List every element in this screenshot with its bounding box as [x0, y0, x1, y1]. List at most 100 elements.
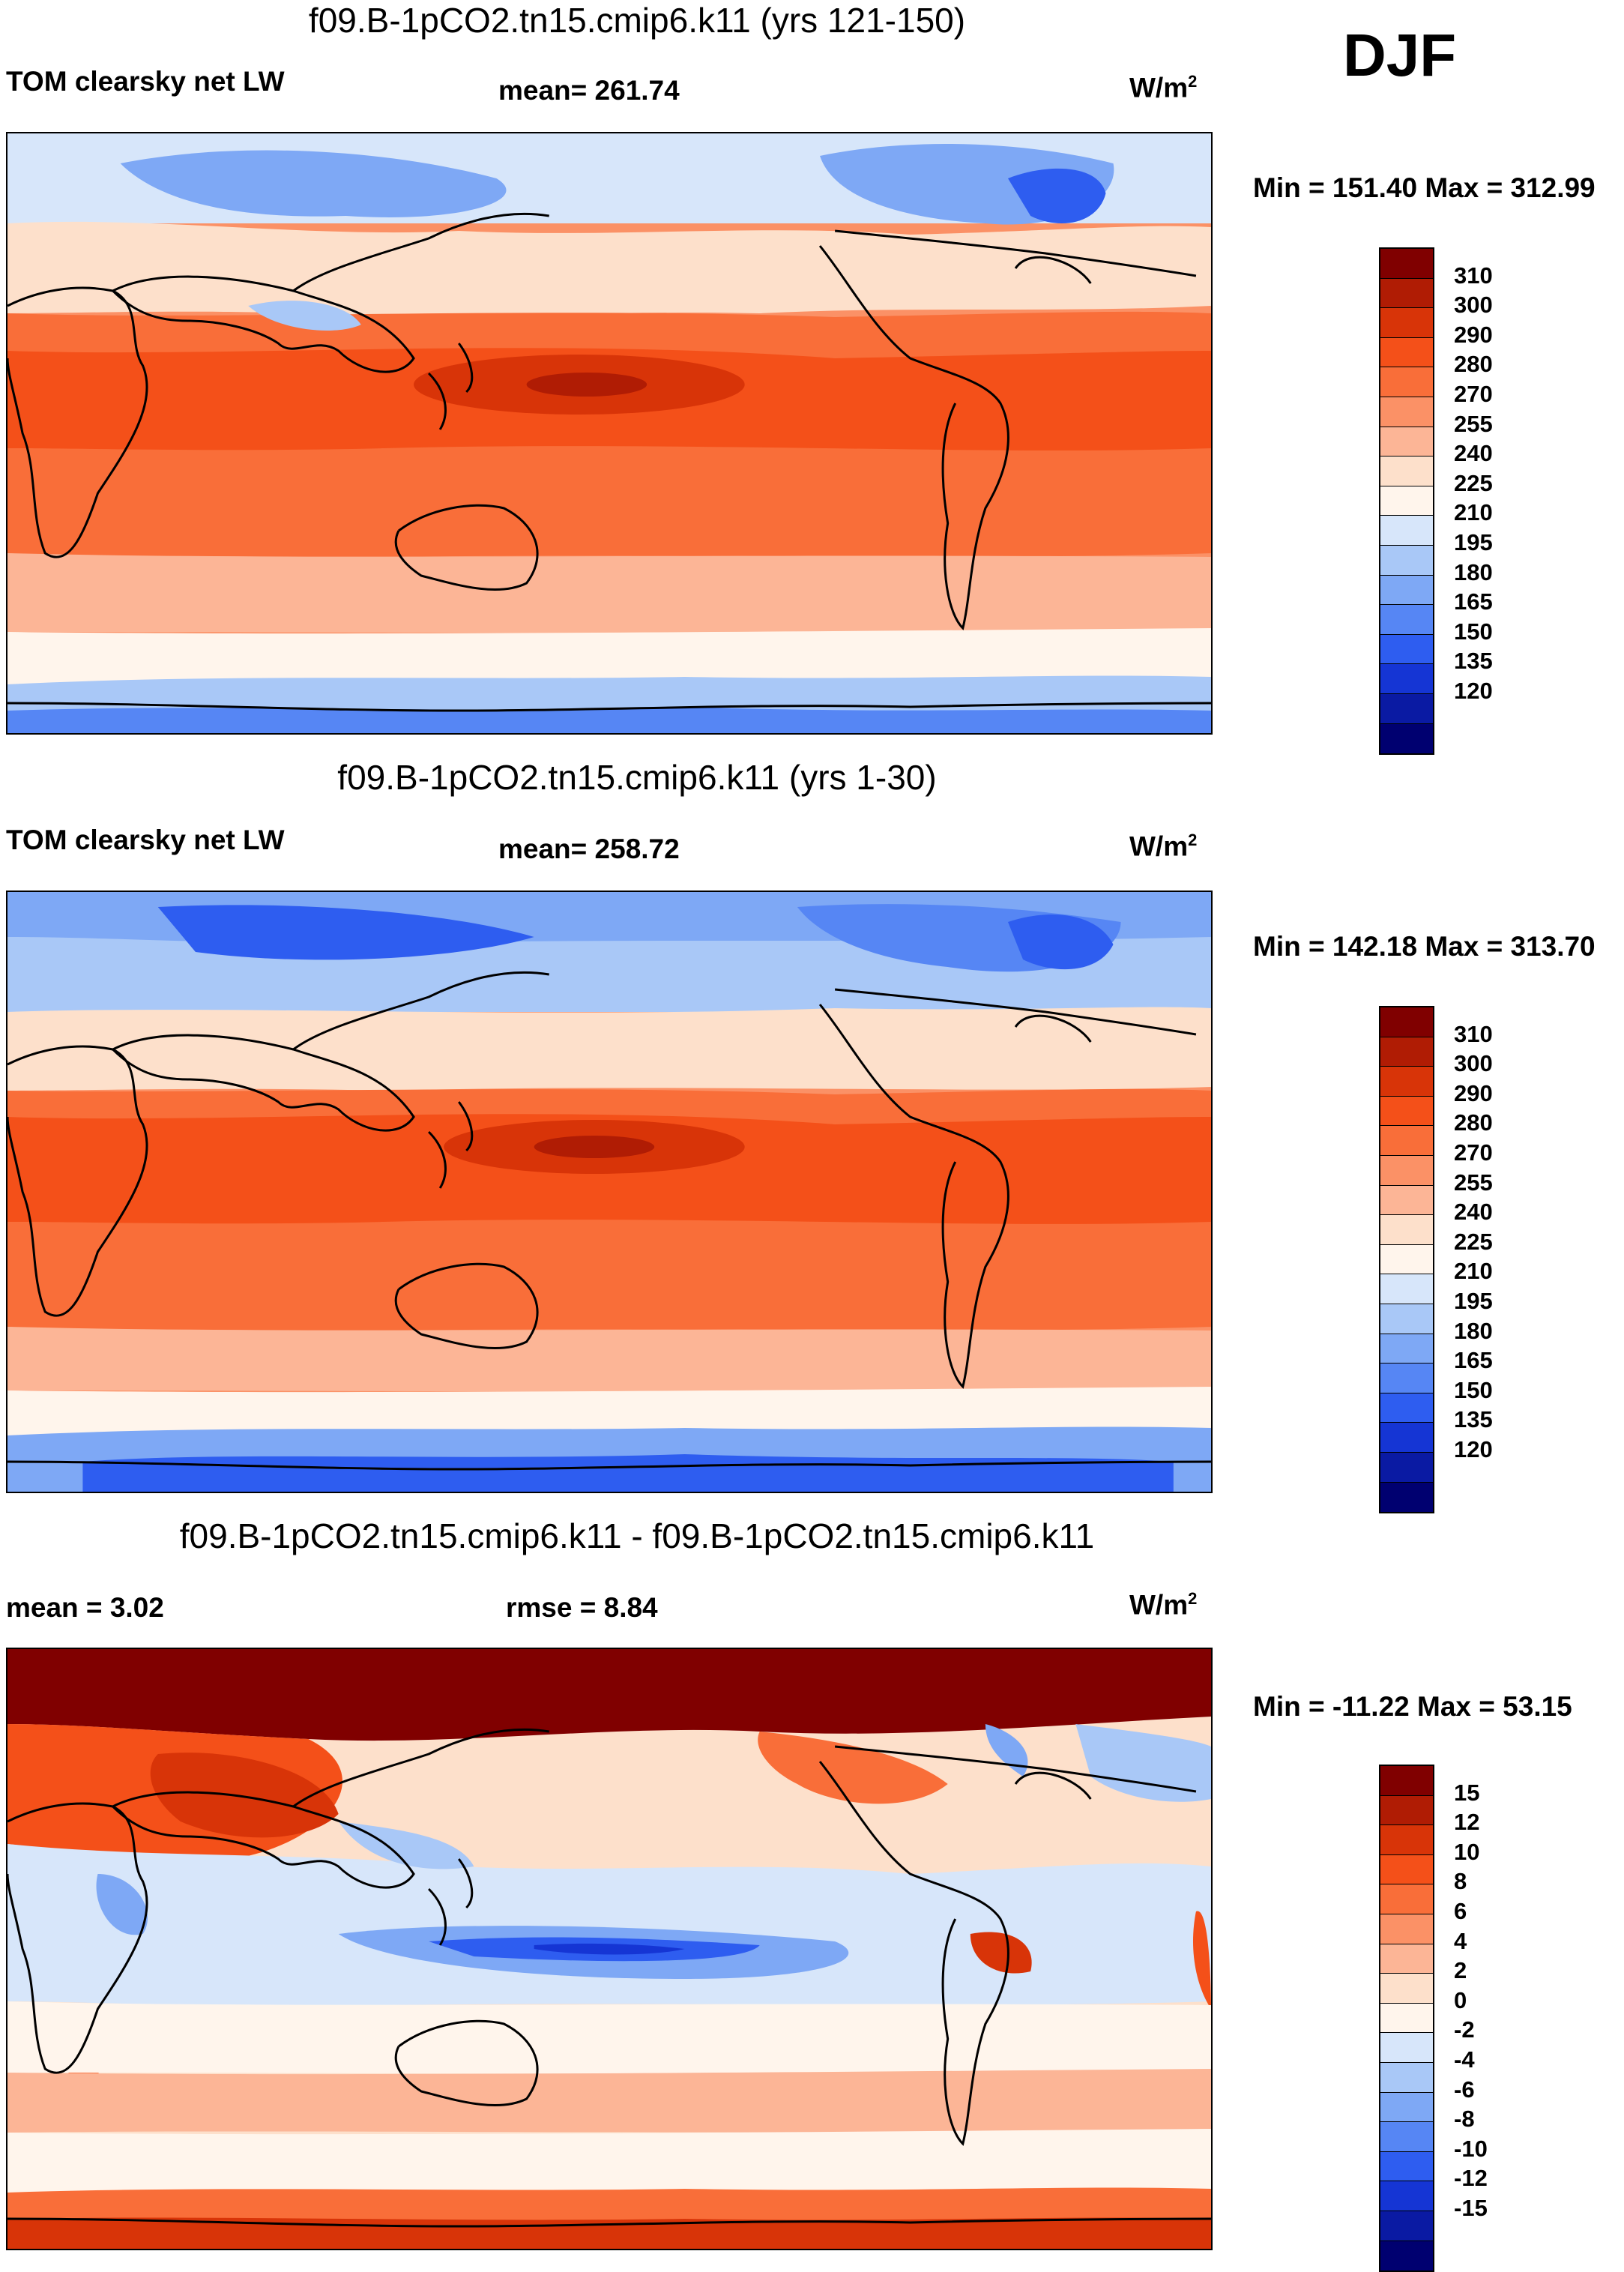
- colorbar-swatch: [1380, 1334, 1433, 1364]
- colorbar-swatch: [1380, 575, 1433, 606]
- colorbar-swatch: [1380, 1766, 1433, 1796]
- colorbar-tick-label: 310: [1454, 262, 1493, 289]
- colorbar-swatch: [1380, 1126, 1433, 1156]
- colorbar-tick-label: 165: [1454, 1347, 1493, 1374]
- colorbar-tick-label: 280: [1454, 1109, 1493, 1136]
- colorbar-tick-label: 15: [1454, 1779, 1480, 1806]
- panel1-variable-label: TOM clearsky net LW: [6, 66, 285, 97]
- colorbar-tick-label: 290: [1454, 1079, 1493, 1106]
- panel2-title: f09.B-1pCO2.tn15.cmip6.k11 (yrs 1-30): [337, 758, 937, 797]
- panel3-units-label: W/m2: [1129, 1589, 1198, 1621]
- colorbar-swatch: [1380, 2181, 1433, 2211]
- colorbar-tick-label: 180: [1454, 558, 1493, 585]
- colorbar-tick-label: 225: [1454, 469, 1493, 496]
- colorbar-swatch: [1380, 2092, 1433, 2123]
- panel1-colorbar: [1379, 247, 1434, 756]
- colorbar-swatch: [1380, 605, 1433, 635]
- colorbar-swatch: [1380, 2003, 1433, 2034]
- colorbar-swatch: [1380, 2211, 1433, 2241]
- colorbar-tick-label: 270: [1454, 1139, 1493, 1166]
- colorbar-tick-label: 300: [1454, 1050, 1493, 1077]
- colorbar-tick-label: 280: [1454, 351, 1493, 378]
- panel2-minmax: Min = 142.18 Max = 313.70: [1253, 931, 1596, 962]
- colorbar-tick-label: 240: [1454, 1199, 1493, 1226]
- panel2-colorbar: [1379, 1006, 1434, 1514]
- colorbar-swatch: [1380, 2241, 1433, 2271]
- colorbar-swatch: [1380, 1007, 1433, 1037]
- colorbar-tick-label: 120: [1454, 1436, 1493, 1462]
- panel3-minmax: Min = -11.22 Max = 53.15: [1253, 1691, 1572, 1722]
- colorbar-swatch: [1380, 1244, 1433, 1275]
- colorbar-swatch: [1380, 2151, 1433, 2182]
- colorbar-swatch: [1380, 249, 1433, 279]
- season-label: DJF: [1343, 22, 1457, 88]
- colorbar-tick-label: 10: [1454, 1838, 1480, 1865]
- panel1-title: f09.B-1pCO2.tn15.cmip6.k11 (yrs 121-150): [308, 1, 966, 40]
- colorbar-tick-label: 210: [1454, 1258, 1493, 1285]
- panel3-mean-label: mean = 3.02: [6, 1592, 164, 1623]
- colorbar-tick-label: 255: [1454, 410, 1493, 437]
- colorbar-swatch: [1380, 1795, 1433, 1826]
- colorbar-swatch: [1380, 1974, 1433, 2004]
- colorbar-swatch: [1380, 723, 1433, 754]
- panel1-minmax: Min = 151.40 Max = 312.99: [1253, 172, 1596, 203]
- colorbar-tick-label: 135: [1454, 1406, 1493, 1433]
- colorbar-swatch: [1380, 634, 1433, 665]
- colorbar-swatch: [1380, 1423, 1433, 1453]
- colorbar-tick-label: 240: [1454, 440, 1493, 467]
- colorbar-swatch: [1380, 1884, 1433, 1914]
- panel1-map: [6, 132, 1213, 735]
- colorbar-swatch: [1380, 545, 1433, 576]
- colorbar-swatch: [1380, 337, 1433, 368]
- colorbar-swatch: [1380, 2122, 1433, 2152]
- colorbar-swatch: [1380, 427, 1433, 457]
- colorbar-tick-label: 195: [1454, 529, 1493, 555]
- colorbar-swatch: [1380, 1452, 1433, 1483]
- colorbar-tick-label: 2: [1454, 1957, 1467, 1984]
- colorbar-swatch: [1380, 1067, 1433, 1097]
- panel1-units-label: W/m2: [1129, 72, 1198, 103]
- colorbar-swatch: [1380, 664, 1433, 694]
- panel3-rmse-label: rmse = 8.84: [506, 1592, 658, 1623]
- colorbar-tick-label: -10: [1454, 2135, 1488, 2162]
- colorbar-swatch: [1380, 308, 1433, 338]
- panel1-mean-label: mean= 261.74: [498, 75, 680, 106]
- colorbar-tick-label: 195: [1454, 1288, 1493, 1314]
- colorbar-tick-label: 270: [1454, 381, 1493, 407]
- colorbar-swatch: [1380, 1037, 1433, 1067]
- colorbar-swatch: [1380, 1185, 1433, 1216]
- colorbar-tick-label: 150: [1454, 1376, 1493, 1403]
- panel3-title: f09.B-1pCO2.tn15.cmip6.k11 - f09.B-1pCO2…: [179, 1516, 1095, 1555]
- panel2-mean-label: mean= 258.72: [498, 834, 680, 864]
- colorbar-tick-label: 210: [1454, 499, 1493, 526]
- colorbar-tick-label: -2: [1454, 2016, 1475, 2043]
- colorbar-tick-label: 310: [1454, 1020, 1493, 1047]
- panel3-map: [6, 1648, 1213, 2250]
- colorbar-tick-label: 150: [1454, 618, 1493, 645]
- colorbar-swatch: [1380, 693, 1433, 724]
- colorbar-swatch: [1380, 1096, 1433, 1127]
- colorbar-tick-label: 300: [1454, 292, 1493, 319]
- panel2-units-label: W/m2: [1129, 831, 1198, 862]
- colorbar-tick-label: 8: [1454, 1868, 1467, 1895]
- colorbar-tick-label: -8: [1454, 2106, 1475, 2133]
- colorbar-swatch: [1380, 486, 1433, 516]
- colorbar-swatch: [1380, 1482, 1433, 1513]
- colorbar-swatch: [1380, 456, 1433, 486]
- colorbar-swatch: [1380, 1825, 1433, 1855]
- colorbar-swatch: [1380, 397, 1433, 427]
- colorbar-swatch: [1380, 516, 1433, 546]
- colorbar-tick-label: 4: [1454, 1927, 1467, 1954]
- colorbar-tick-label: 6: [1454, 1898, 1467, 1924]
- colorbar-tick-label: 135: [1454, 648, 1493, 675]
- colorbar-swatch: [1380, 1155, 1433, 1186]
- colorbar-tick-label: 290: [1454, 321, 1493, 348]
- colorbar-swatch: [1380, 1914, 1433, 1944]
- colorbar-tick-label: -15: [1454, 2195, 1488, 2221]
- colorbar-swatch: [1380, 1215, 1433, 1245]
- colorbar-swatch: [1380, 2062, 1433, 2093]
- colorbar-swatch: [1380, 1274, 1433, 1304]
- colorbar-tick-label: 0: [1454, 1986, 1467, 2013]
- colorbar-tick-label: 165: [1454, 588, 1493, 615]
- colorbar-tick-label: 120: [1454, 678, 1493, 704]
